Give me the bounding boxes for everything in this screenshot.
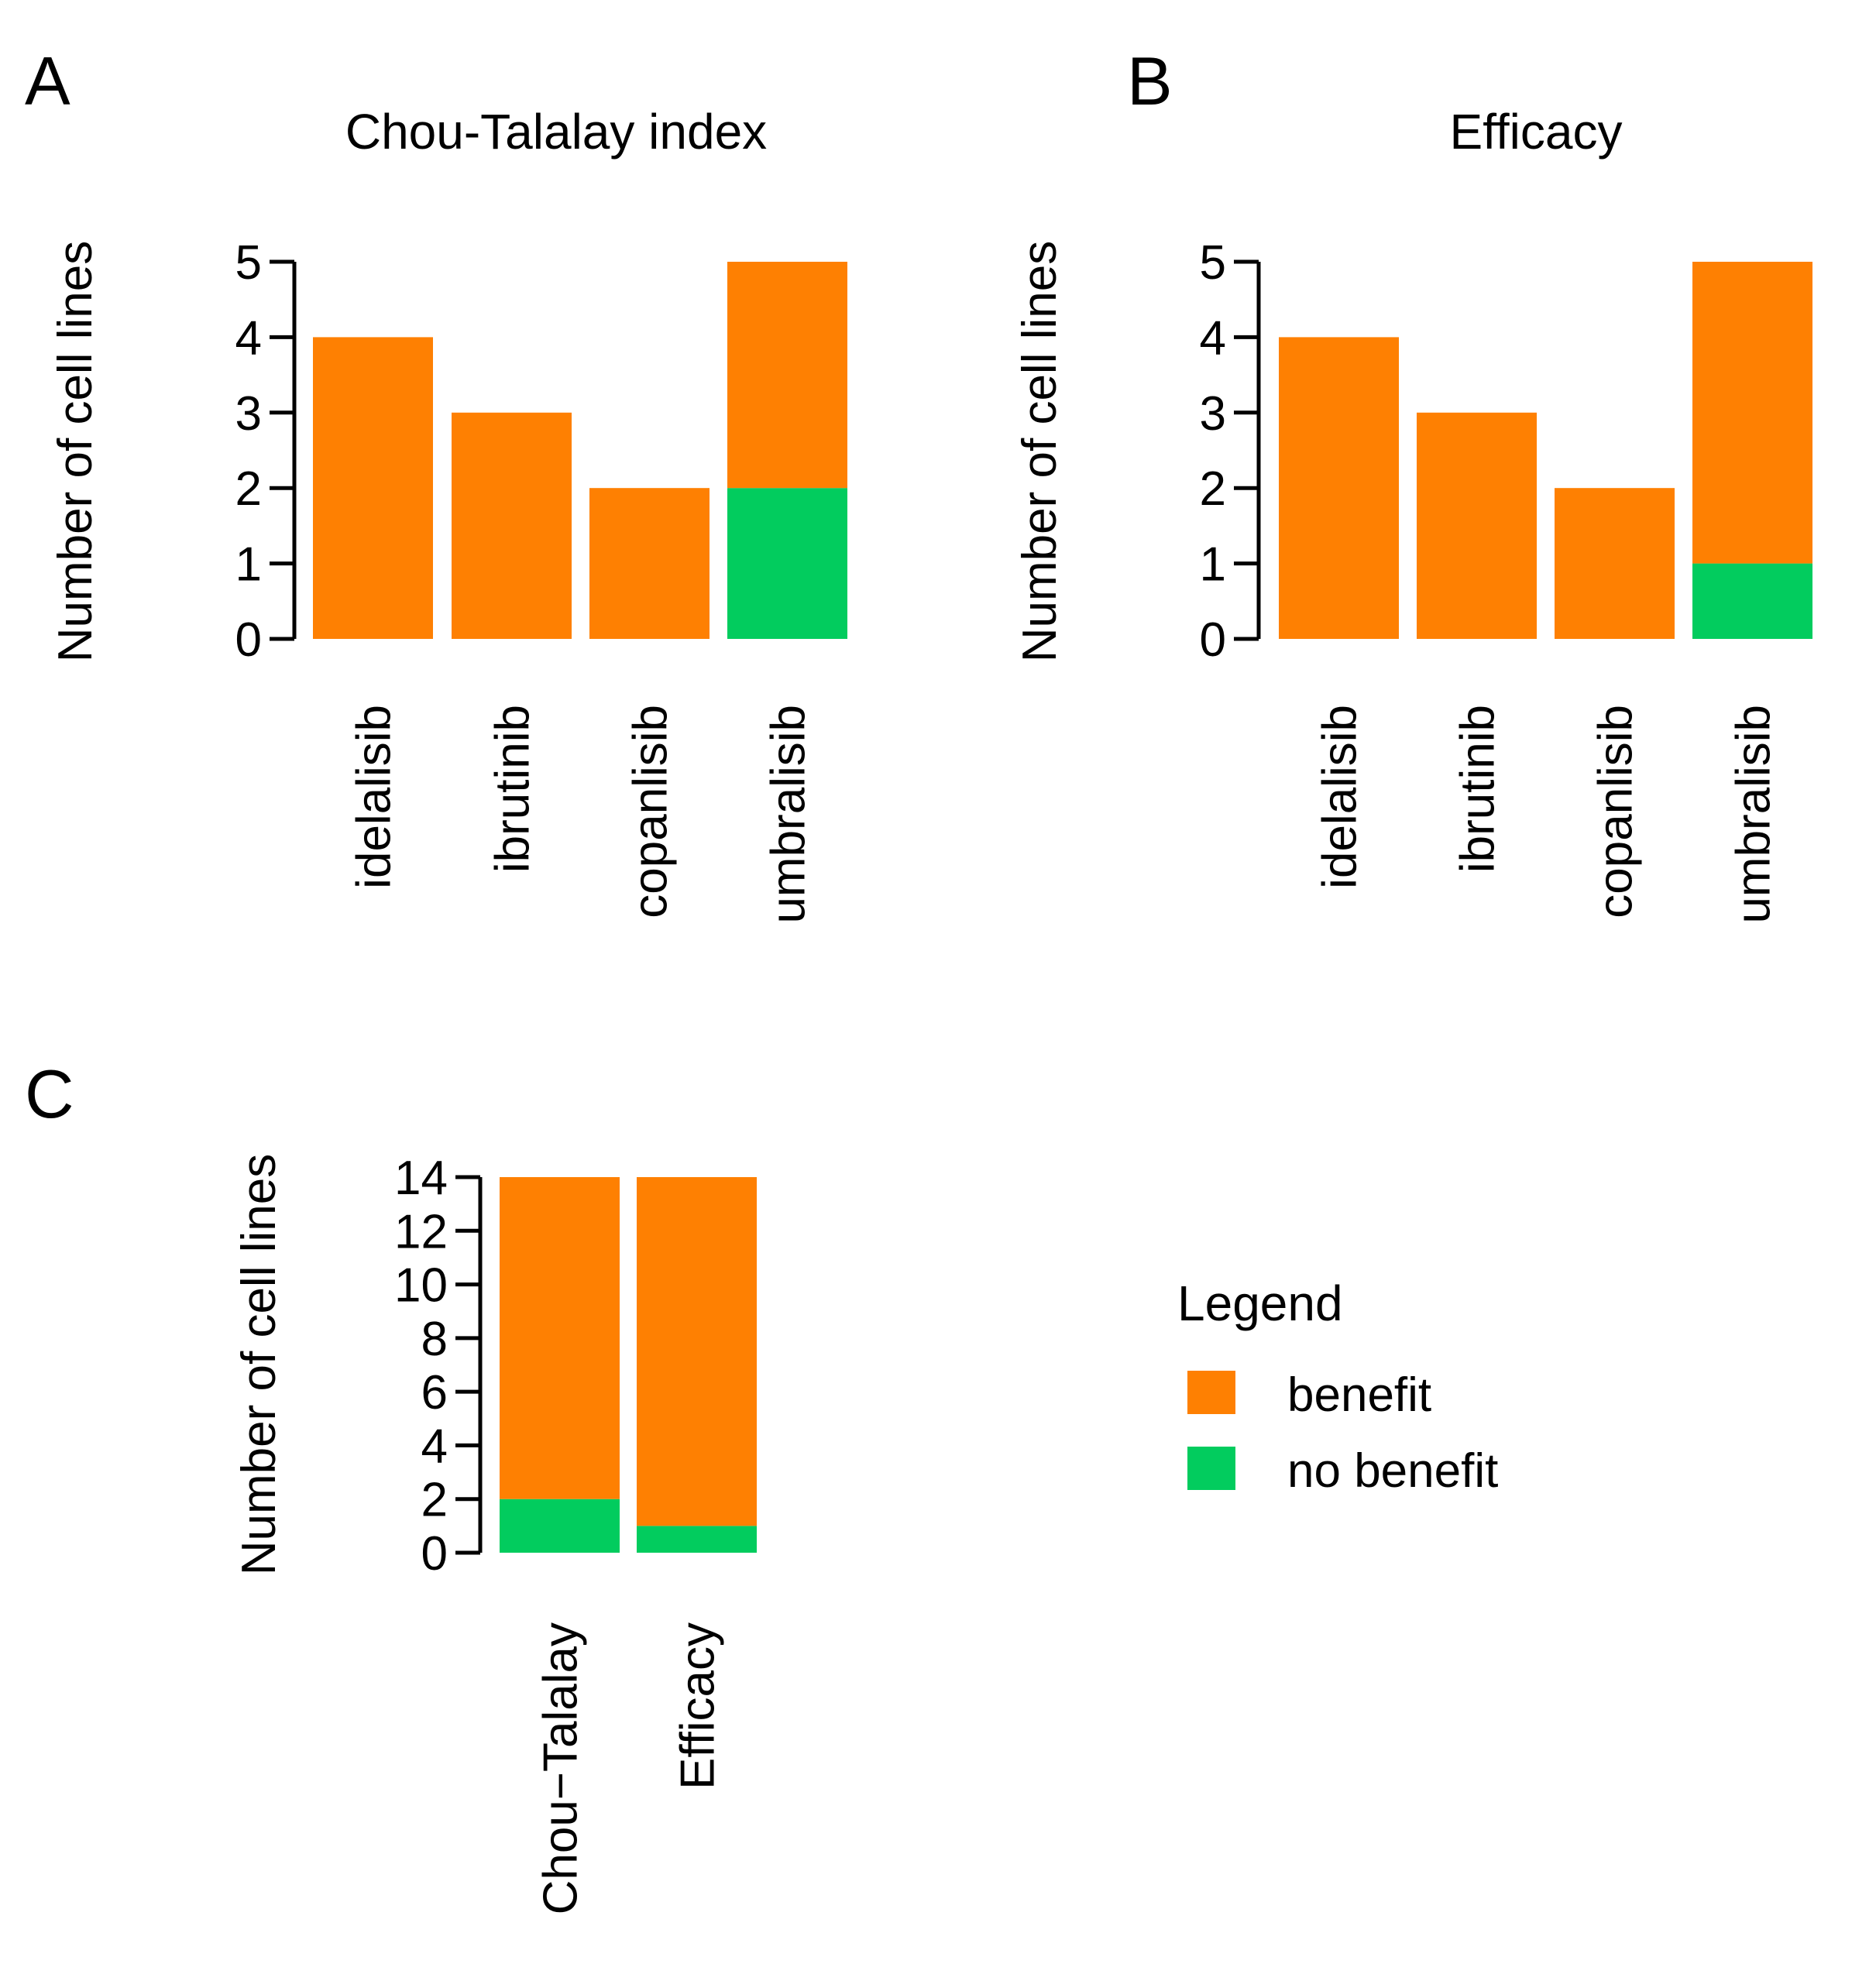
y-tick-label: 4 xyxy=(421,1420,448,1473)
panel-letter-b: B xyxy=(1127,43,1173,119)
y-tick-label: 4 xyxy=(235,311,262,365)
legend: Legend benefit no benefit xyxy=(1177,1275,1498,1498)
bars-b xyxy=(1279,262,1812,639)
y-tick-label: 0 xyxy=(421,1527,448,1581)
bar-segment-no-benefit xyxy=(727,488,847,639)
y-tick-label: 2 xyxy=(421,1474,448,1527)
bar-segment-benefit xyxy=(452,412,572,639)
bar-segment-no-benefit xyxy=(500,1499,620,1553)
x-category-label: idelalisib xyxy=(348,705,401,889)
bar-segment-no-benefit xyxy=(637,1526,757,1553)
y-tick-label: 0 xyxy=(1200,613,1226,667)
legend-swatch-no-benefit xyxy=(1187,1447,1235,1490)
y-tick-label: 1 xyxy=(235,538,262,592)
y-tick-label: 12 xyxy=(394,1205,448,1258)
chart-title-b: Efficacy xyxy=(1450,104,1623,160)
y-tick-label: 2 xyxy=(1200,462,1226,516)
y-axis-label-c: Number of cell lines xyxy=(232,1154,286,1575)
y-axis-label-b: Number of cell lines xyxy=(1013,241,1067,662)
bar-segment-benefit xyxy=(727,262,847,489)
legend-swatch-benefit xyxy=(1187,1371,1235,1414)
x-labels-c: Chou−Talalay Efficacy xyxy=(534,1622,725,1914)
y-tick-label: 8 xyxy=(421,1313,448,1366)
y-tick-label: 10 xyxy=(394,1259,448,1313)
panel-b: B Efficacy Number of cell lines 0 1 2 3 4 5 i… xyxy=(1013,43,1812,924)
y-tick-label: 3 xyxy=(1200,387,1226,441)
bar-segment-benefit xyxy=(313,337,433,639)
y-tick-label: 1 xyxy=(1200,538,1226,592)
x-category-label: umbralisib xyxy=(762,705,816,924)
bar-segment-benefit xyxy=(1417,412,1537,639)
x-category-label: umbralisib xyxy=(1727,705,1781,924)
x-category-label: ibrutinib xyxy=(1452,705,1505,873)
y-tick-label: 2 xyxy=(235,462,262,516)
y-tick-label: 5 xyxy=(1200,236,1226,290)
panel-letter-a: A xyxy=(25,43,70,119)
y-axis-label-a: Number of cell lines xyxy=(49,241,102,662)
bars-a xyxy=(313,262,847,639)
legend-label-benefit: benefit xyxy=(1287,1368,1431,1422)
bars-c xyxy=(500,1177,757,1553)
y-axis-b: 0 1 2 3 4 5 xyxy=(1200,236,1261,667)
x-category-label: ibrutinib xyxy=(486,705,540,873)
x-category-label: Efficacy xyxy=(672,1622,725,1790)
x-category-label: copanlisib xyxy=(624,705,678,918)
chart-title-a: Chou-Talalay index xyxy=(345,104,767,160)
y-tick-label: 14 xyxy=(394,1152,448,1205)
x-labels-a: idelalisib ibrutinib copanlisib umbralisib xyxy=(348,705,816,924)
bar-segment-benefit xyxy=(1555,488,1675,639)
bar-segment-benefit xyxy=(500,1177,620,1499)
bar-segment-no-benefit xyxy=(1692,563,1812,639)
y-tick-label: 3 xyxy=(235,387,262,441)
y-tick-label: 0 xyxy=(235,613,262,667)
y-tick-label: 4 xyxy=(1200,311,1226,365)
x-labels-b: idelalisib ibrutinib copanlisib umbralisib xyxy=(1314,705,1781,924)
legend-title: Legend xyxy=(1177,1275,1343,1331)
x-category-label: idelalisib xyxy=(1314,705,1367,889)
y-tick-label: 5 xyxy=(235,236,262,290)
legend-label-no-benefit: no benefit xyxy=(1287,1444,1498,1498)
panel-letter-c: C xyxy=(25,1056,74,1132)
x-category-label: copanlisib xyxy=(1589,705,1643,918)
bar-segment-benefit xyxy=(1692,262,1812,564)
bar-segment-benefit xyxy=(589,488,710,639)
x-category-label: Chou−Talalay xyxy=(534,1622,588,1914)
y-tick-label: 6 xyxy=(421,1366,448,1420)
bar-segment-benefit xyxy=(1279,337,1399,639)
bar-segment-benefit xyxy=(637,1177,757,1526)
panel-a: A Chou-Talalay index Number of cell line… xyxy=(25,43,847,924)
y-axis-a: 0 1 2 3 4 5 xyxy=(235,236,297,667)
